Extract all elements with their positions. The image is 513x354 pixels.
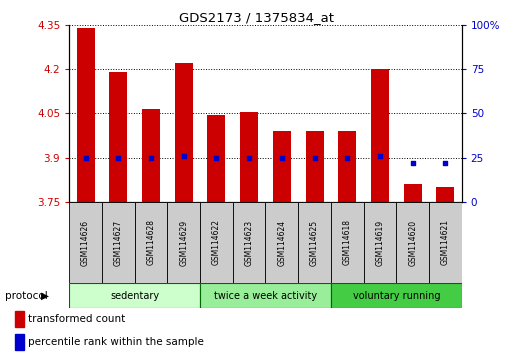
Bar	[338, 131, 356, 202]
Bar	[69, 283, 200, 308]
Point	[343, 155, 351, 160]
Point	[408, 160, 417, 166]
Text: sedentary: sedentary	[110, 291, 159, 301]
Bar	[437, 187, 455, 202]
Point	[441, 160, 449, 166]
Point	[82, 155, 90, 160]
Text: GSM114618: GSM114618	[343, 219, 352, 266]
Bar	[429, 202, 462, 283]
Bar	[233, 202, 266, 283]
Text: GSM114622: GSM114622	[212, 219, 221, 266]
Bar	[167, 202, 200, 283]
Bar	[200, 202, 233, 283]
Bar	[331, 202, 364, 283]
Bar	[364, 202, 396, 283]
Text: transformed count: transformed count	[28, 314, 125, 325]
Text: protocol: protocol	[5, 291, 48, 301]
Point	[310, 155, 319, 160]
Text: GSM114628: GSM114628	[147, 219, 155, 266]
Bar	[134, 202, 167, 283]
Bar	[200, 283, 331, 308]
Text: GDS2173 / 1375834_at: GDS2173 / 1375834_at	[179, 11, 334, 24]
Text: twice a week activity: twice a week activity	[214, 291, 317, 301]
Bar	[240, 112, 258, 202]
Bar	[15, 334, 24, 350]
Bar	[404, 184, 422, 202]
Text: ▶: ▶	[41, 291, 49, 301]
Bar	[175, 63, 193, 202]
Bar	[306, 131, 324, 202]
Text: GSM114625: GSM114625	[310, 219, 319, 266]
Point	[180, 153, 188, 159]
Bar	[109, 72, 127, 202]
Point	[147, 155, 155, 160]
Point	[245, 155, 253, 160]
Point	[278, 155, 286, 160]
Bar	[396, 202, 429, 283]
Text: GSM114620: GSM114620	[408, 219, 417, 266]
Bar	[102, 202, 134, 283]
Bar	[265, 202, 298, 283]
Bar	[142, 109, 160, 202]
Bar	[69, 202, 102, 283]
Text: GSM114629: GSM114629	[179, 219, 188, 266]
Text: voluntary running: voluntary running	[352, 291, 440, 301]
Bar	[298, 202, 331, 283]
Bar	[273, 131, 291, 202]
Bar	[371, 69, 389, 202]
Bar	[15, 311, 24, 327]
Text: GSM114627: GSM114627	[114, 219, 123, 266]
Text: GSM114619: GSM114619	[376, 219, 384, 266]
Text: GSM114626: GSM114626	[81, 219, 90, 266]
Text: percentile rank within the sample: percentile rank within the sample	[28, 337, 204, 348]
Bar	[207, 115, 225, 202]
Text: GSM114624: GSM114624	[278, 219, 286, 266]
Point	[212, 155, 221, 160]
Text: GSM114623: GSM114623	[245, 219, 253, 266]
Bar	[76, 28, 94, 202]
Text: GSM114621: GSM114621	[441, 219, 450, 266]
Bar	[331, 283, 462, 308]
Point	[376, 153, 384, 159]
Point	[114, 155, 123, 160]
